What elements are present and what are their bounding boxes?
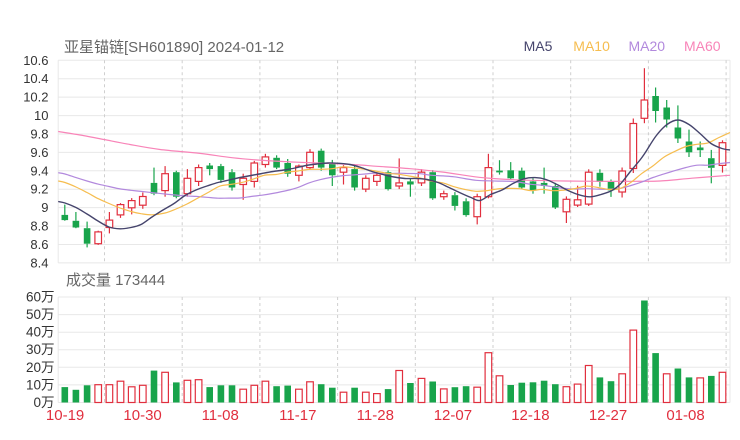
svg-text:20万: 20万 [26,360,55,375]
svg-text:9.8: 9.8 [30,127,48,142]
svg-text:60万: 60万 [26,290,55,305]
svg-text:30万: 30万 [26,342,55,357]
svg-text:成交量 173444: 成交量 173444 [66,271,165,289]
svg-text:40万: 40万 [26,325,55,340]
svg-text:9.4: 9.4 [30,163,48,178]
svg-text:0万: 0万 [33,395,54,410]
svg-text:9: 9 [41,200,48,215]
svg-text:10-30: 10-30 [123,407,161,424]
svg-text:50万: 50万 [26,307,55,322]
svg-text:01-08: 01-08 [666,407,704,424]
svg-text:8.6: 8.6 [30,237,48,252]
svg-text:MA60: MA60 [684,38,721,54]
svg-text:11-08: 11-08 [202,407,239,424]
svg-text:10万: 10万 [26,377,55,392]
svg-text:12-18: 12-18 [511,407,549,424]
svg-text:10: 10 [34,108,48,123]
svg-text:10.4: 10.4 [23,71,48,86]
svg-text:9.6: 9.6 [30,145,48,160]
svg-text:MA10: MA10 [573,38,610,54]
svg-text:MA5: MA5 [524,38,553,54]
svg-text:11-28: 11-28 [357,407,394,424]
svg-text:12-07: 12-07 [434,407,472,424]
svg-text:12-27: 12-27 [589,407,627,424]
svg-text:9.2: 9.2 [30,182,48,197]
svg-text:10-19: 10-19 [46,407,84,424]
svg-text:11-17: 11-17 [279,407,316,424]
svg-text:10.6: 10.6 [23,53,48,68]
svg-text:8.8: 8.8 [30,219,48,234]
svg-text:亚星锚链[SH601890] 2024-01-12: 亚星锚链[SH601890] 2024-01-12 [64,39,284,56]
svg-text:10.2: 10.2 [23,90,48,105]
svg-text:MA20: MA20 [629,38,666,54]
svg-text:8.4: 8.4 [30,255,48,270]
